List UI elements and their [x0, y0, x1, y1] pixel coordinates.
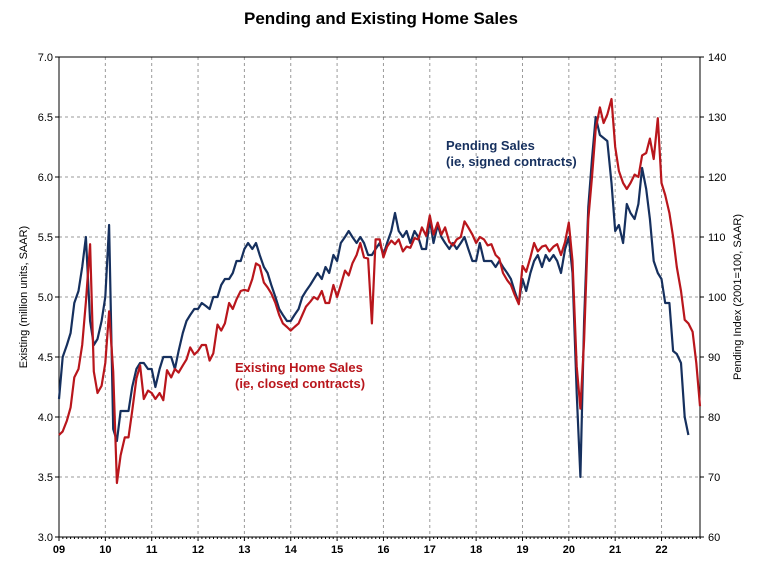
- x-tick-label: 13: [238, 544, 250, 556]
- y-tick-label-right: 80: [708, 412, 720, 424]
- existing-annotation-line1: Existing Home Sales: [235, 360, 363, 375]
- chart-title: Pending and Existing Home Sales: [244, 9, 518, 28]
- y-tick-label-left: 6.5: [38, 112, 53, 124]
- grid: [59, 57, 700, 537]
- series-line-existing-home-sales: [58, 97, 702, 485]
- y-tick-label-right: 90: [708, 352, 720, 364]
- y-tick-label-right: 70: [708, 472, 720, 484]
- series-layer: [57, 97, 702, 485]
- pending-annotation-line2: (ie, signed contracts): [446, 154, 577, 169]
- x-axis: 09 10 11 12 13 14 15 16 17 18 19 20 21 22: [53, 537, 701, 556]
- existing-annotation-line2: (ie, closed contracts): [235, 376, 365, 391]
- x-tick-label: 15: [331, 544, 343, 556]
- y-axis-right: 60 70 80 90 100 110 120 130 140: [700, 52, 726, 544]
- y-tick-label-left: 6.0: [38, 172, 53, 184]
- y-tick-label-left: 5.5: [38, 232, 53, 244]
- x-tick-label: 16: [377, 544, 389, 556]
- x-tick-label: 17: [424, 544, 436, 556]
- x-tick-label: 19: [516, 544, 528, 556]
- y-tick-label-left: 3.0: [38, 532, 53, 544]
- x-tick-label: 20: [563, 544, 575, 556]
- y-tick-label-left: 5.0: [38, 292, 53, 304]
- x-tick-label: 09: [53, 544, 65, 556]
- y-tick-label-right: 130: [708, 112, 726, 124]
- x-tick-label: 11: [146, 544, 158, 556]
- y-tick-label-left: 4.0: [38, 412, 53, 424]
- y-tick-label-left: 3.5: [38, 472, 53, 484]
- y-tick-label-left: 7.0: [38, 52, 53, 64]
- x-tick-label: 18: [470, 544, 482, 556]
- x-tick-label: 10: [99, 544, 111, 556]
- x-tick-label: 21: [609, 544, 621, 556]
- y-tick-label-right: 140: [708, 52, 726, 64]
- y-axis-label-left: Existing (million units, SAAR): [18, 226, 30, 368]
- y-tick-label-right: 100: [708, 292, 726, 304]
- y-tick-label-left: 4.5: [38, 352, 53, 364]
- y-tick-label-right: 60: [708, 532, 720, 544]
- pending-annotation-line1: Pending Sales: [446, 138, 535, 153]
- y-axis-label-right: Pending Index (2001=100, SAAR): [732, 214, 744, 380]
- x-tick-label: 14: [285, 544, 298, 556]
- x-tick-label: 22: [655, 544, 667, 556]
- y-tick-label-right: 110: [708, 232, 726, 244]
- x-tick-label: 12: [192, 544, 204, 556]
- y-tick-label-right: 120: [708, 172, 726, 184]
- y-axis-left: 3.0 3.5 4.0 4.5 5.0 5.5 6.0 6.5 7.0: [38, 52, 59, 544]
